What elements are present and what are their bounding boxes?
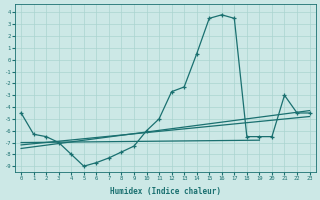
X-axis label: Humidex (Indice chaleur): Humidex (Indice chaleur) xyxy=(110,187,221,196)
